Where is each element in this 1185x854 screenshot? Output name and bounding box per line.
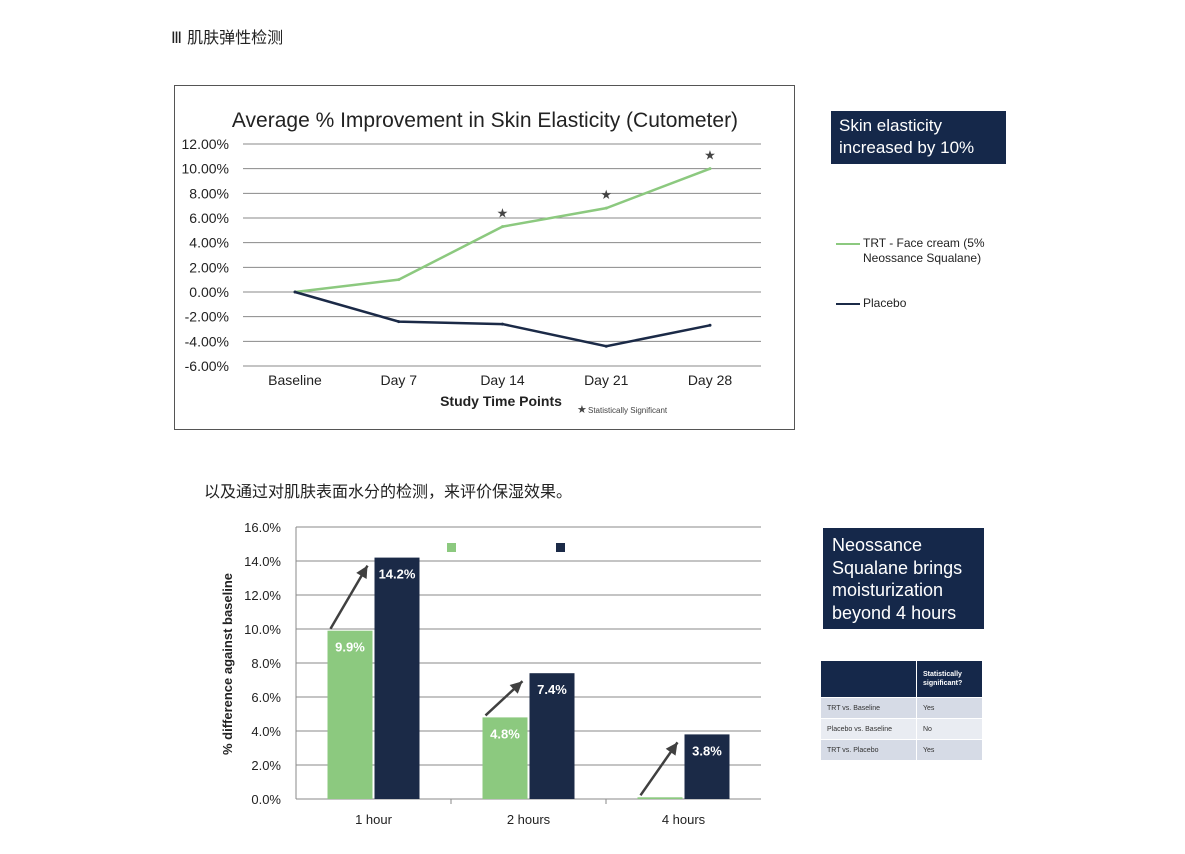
data-label: 14.2% xyxy=(379,567,416,582)
significance-annotation: Statistically Significant xyxy=(588,406,668,415)
y-tick-label: 2.00% xyxy=(189,259,229,275)
bar-trt xyxy=(327,630,373,799)
legend-swatch-trt xyxy=(836,243,860,245)
data-point xyxy=(604,206,608,210)
bar-placebo xyxy=(374,557,420,799)
y-tick-label: 10.00% xyxy=(182,161,229,177)
y-tick-label: -2.00% xyxy=(185,309,229,325)
table-cell: Placebo vs. Baseline xyxy=(821,718,917,740)
arrow-shaft xyxy=(329,564,369,630)
series-line-trt xyxy=(294,167,711,294)
y-tick-label: 12.00% xyxy=(182,136,229,152)
y-tick-label: 0.00% xyxy=(189,284,229,300)
x-tick-label: Day 14 xyxy=(480,372,525,388)
y-tick-label: 8.0% xyxy=(251,656,281,671)
data-label: 7.4% xyxy=(537,682,567,697)
table-header-significance: Statistically significant? xyxy=(916,661,982,698)
x-tick-label: 2 hours xyxy=(507,812,551,827)
significance-star-icon: ★ xyxy=(704,148,716,163)
bar-trt xyxy=(482,717,528,799)
elasticity-chart-frame: Average % Improvement in Skin Elasticity… xyxy=(174,85,795,430)
data-label: 9.9% xyxy=(335,640,365,655)
y-tick-label: 4.0% xyxy=(251,724,281,739)
table-row: TRT vs. Placebo Yes xyxy=(821,739,982,760)
x-tick-label: Day 7 xyxy=(380,372,417,388)
moisture-bar-chart: 0.0% 2.0% 4.0% 6.0% 8.0% 10.0% 12.0% 14.0% 16.0%… xyxy=(220,520,761,827)
series-line-placebo xyxy=(294,290,711,348)
moisture-callout: Neossance Squalane brings moisturization… xyxy=(823,528,984,629)
bar-placebo xyxy=(684,734,730,799)
legend-swatch-trt xyxy=(447,543,456,552)
x-tick-label: Day 21 xyxy=(584,372,629,388)
x-tick-label: 4 hours xyxy=(662,812,706,827)
x-tick-label: Baseline xyxy=(268,372,322,388)
bar-trt xyxy=(637,797,683,799)
arrow-head-icon xyxy=(356,565,368,579)
table-cell: TRT vs. Placebo xyxy=(821,739,917,760)
data-point xyxy=(397,278,401,282)
y-tick-label: 4.00% xyxy=(189,235,229,251)
table-cell: Yes xyxy=(916,697,982,719)
elasticity-callout: Skin elasticity increased by 10% xyxy=(831,111,1006,164)
arrow-head-icon xyxy=(509,681,523,694)
y-tick-label: 2.0% xyxy=(251,758,281,773)
data-point xyxy=(708,323,712,327)
table-header-empty xyxy=(821,661,917,698)
legend-swatch-placebo xyxy=(836,303,860,305)
y-tick-label: 10.0% xyxy=(244,622,281,637)
data-point xyxy=(501,322,504,326)
y-tick-label: 14.0% xyxy=(244,554,281,569)
data-point xyxy=(397,320,401,324)
section-heading: Ⅲ 肌肤弹性检测 xyxy=(171,28,284,47)
elasticity-line-chart: Average % Improvement in Skin Elasticity… xyxy=(182,109,761,416)
x-tick-label: 1 hour xyxy=(355,812,393,827)
y-tick-label: -4.00% xyxy=(185,333,229,349)
y-axis-label: % difference against baseline xyxy=(220,573,235,755)
table-row: Placebo vs. Baseline No xyxy=(821,718,982,740)
y-tick-label: 6.00% xyxy=(189,210,229,226)
y-tick-label: 12.0% xyxy=(244,588,281,603)
legend-label-placebo: Placebo xyxy=(863,296,907,310)
legend-label-trt: TRT - Face cream (5% Neossance Squalane) xyxy=(863,236,985,265)
table-cell: No xyxy=(916,718,982,740)
y-tick-label: 6.0% xyxy=(251,690,281,705)
significance-star-icon: ★ xyxy=(497,206,509,221)
moisture-caption: 以及通过对肌肤表面水分的检测，来评价保湿效果。 xyxy=(204,482,573,501)
x-axis-label: Study Time Points xyxy=(440,393,562,409)
significance-star-icon: ★ xyxy=(577,404,587,416)
table-cell: Yes xyxy=(916,739,982,760)
data-point xyxy=(708,167,712,171)
significance-table: Statistically significant? TRT vs. Basel… xyxy=(821,661,982,760)
table-row: TRT vs. Baseline Yes xyxy=(821,697,982,719)
legend-swatch-placebo xyxy=(556,543,565,552)
y-tick-label: -6.00% xyxy=(185,358,229,374)
y-tick-label: 16.0% xyxy=(244,520,281,535)
y-tick-label: 8.00% xyxy=(189,185,229,201)
table-cell: TRT vs. Baseline xyxy=(821,697,917,719)
data-point xyxy=(501,225,504,229)
data-label: 3.8% xyxy=(692,743,722,758)
chart-title: Average % Improvement in Skin Elasticity… xyxy=(232,109,738,132)
data-point xyxy=(293,290,297,294)
arrow-head-icon xyxy=(665,742,678,756)
data-label: 4.8% xyxy=(490,726,520,741)
significance-star-icon: ★ xyxy=(600,187,612,202)
data-point xyxy=(604,344,608,348)
bar-placebo xyxy=(529,673,575,799)
y-tick-label: 0.0% xyxy=(251,792,281,807)
x-tick-label: Day 28 xyxy=(688,372,733,388)
